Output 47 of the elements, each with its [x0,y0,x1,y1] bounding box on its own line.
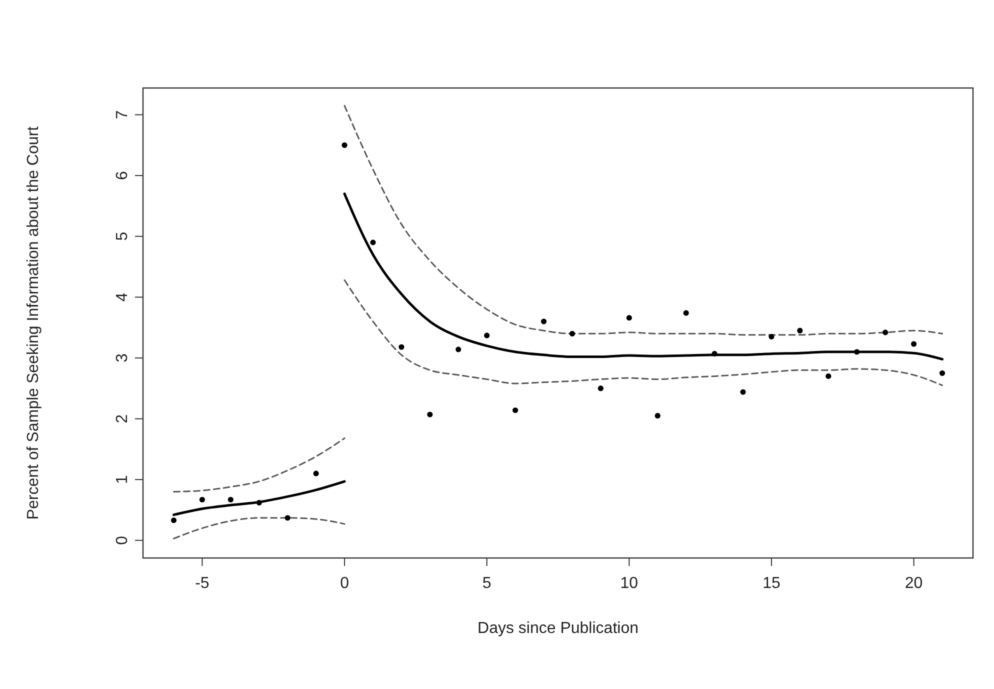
point [910,341,917,347]
point [228,496,234,502]
y-tick-label: 3 [114,353,131,362]
point [484,332,490,338]
point [313,470,319,476]
point [826,373,832,379]
point [256,500,262,506]
x-tick-label: 20 [904,575,923,592]
y-tick-label: 7 [114,110,131,120]
point [342,142,348,148]
point [712,350,718,357]
x-tick-label: 10 [620,575,638,592]
point [170,518,177,524]
y-tick-label: 5 [114,232,131,241]
point [199,496,206,502]
point [740,389,746,395]
point [626,315,632,321]
point [398,344,404,350]
point [284,515,290,521]
line-series [172,437,346,492]
point [540,318,547,324]
point [882,330,888,336]
point [598,386,604,392]
y-axis-title: Percent of Sample Seeking Information about the Court [25,126,42,520]
point [512,407,518,414]
point [939,370,946,376]
point [654,412,660,419]
y-tick-label: 4 [114,292,131,302]
point [456,346,462,352]
y-tick-label: 0 [114,536,131,545]
x-tick-label: 0 [340,575,350,592]
point [569,330,576,336]
line-series [343,192,944,360]
point [768,334,774,340]
x-tick-label: 5 [482,575,492,592]
x-axis-title: Days since Publication [478,620,638,637]
x-tick-label: 15 [762,575,780,592]
point [427,412,433,418]
y-tick-label: 2 [114,414,131,424]
point [854,349,860,355]
line-series [344,279,944,386]
point [797,328,803,334]
point [370,240,376,246]
x-tick-label: -5 [195,575,210,592]
point [683,310,689,316]
y-tick-label: 6 [114,171,131,180]
y-tick-label: 1 [114,475,131,484]
